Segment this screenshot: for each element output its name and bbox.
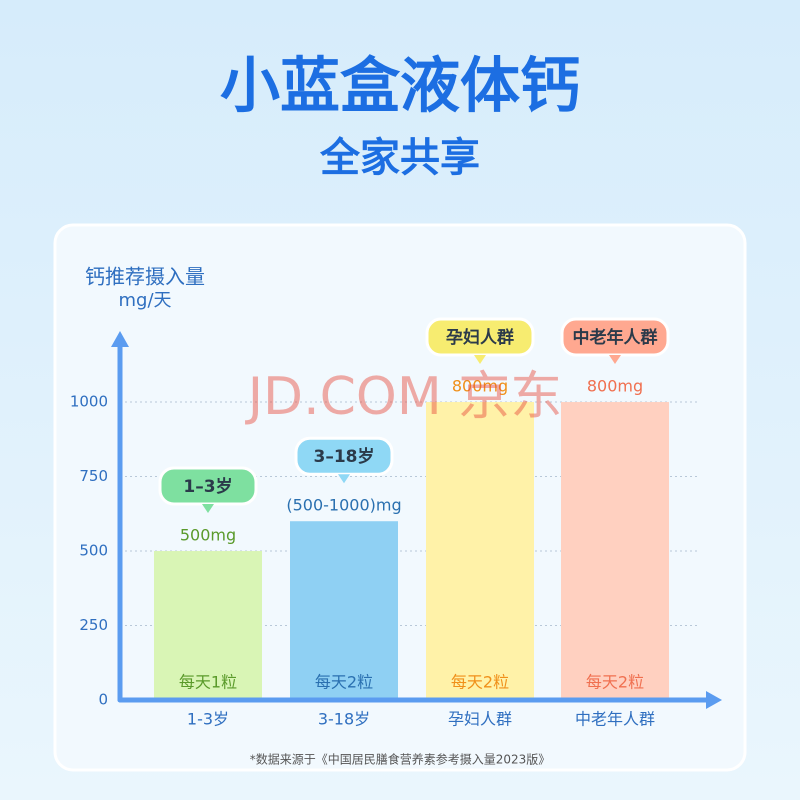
bar-text: 每天1粒 bbox=[179, 673, 237, 692]
badge-label: 3–18岁 bbox=[314, 446, 375, 467]
badge-label: 中老年人群 bbox=[573, 327, 658, 348]
badge-tail bbox=[202, 504, 214, 514]
annotation: 800mg bbox=[587, 377, 643, 396]
badge-label: 孕妇人群 bbox=[446, 327, 514, 348]
badge-tail bbox=[338, 474, 350, 484]
badge-tail bbox=[474, 355, 486, 365]
x-tick-label: 3-18岁 bbox=[318, 710, 370, 729]
x-tick-label: 孕妇人群 bbox=[448, 710, 512, 729]
bar-text: 每天2粒 bbox=[586, 673, 644, 692]
bar-text: 每天2粒 bbox=[315, 673, 373, 692]
bar bbox=[561, 402, 669, 700]
footnote: *数据来源于《中国居民膳食营养素参考摄入量2023版》 bbox=[250, 752, 551, 767]
y-tick-label: 250 bbox=[79, 616, 108, 634]
annotation: (500-1000)mg bbox=[286, 496, 401, 515]
bar bbox=[290, 521, 398, 700]
bar bbox=[154, 551, 262, 700]
bar bbox=[426, 402, 534, 700]
y-axis-arrow bbox=[111, 331, 129, 347]
watermark: JD.COM 京东 bbox=[245, 367, 563, 427]
bar-text: 每天2粒 bbox=[451, 673, 509, 692]
chart-title: 小蓝盒液体钙 bbox=[220, 52, 580, 122]
y-axis-title: 钙推荐摄入量 bbox=[85, 265, 205, 289]
x-tick-label: 中老年人群 bbox=[575, 710, 655, 729]
y-tick-label: 1000 bbox=[70, 393, 108, 411]
y-axis-unit: mg/天 bbox=[118, 290, 171, 311]
y-tick-label: 500 bbox=[79, 542, 108, 560]
annotation: 500mg bbox=[180, 526, 236, 545]
chart-subtitle: 全家共享 bbox=[319, 135, 480, 181]
plot: 0 250 500 750 1000 1-3岁 每天1粒 500mg 1–3岁 3-18岁 每天2粒… bbox=[70, 317, 722, 729]
y-tick-label: 750 bbox=[79, 467, 108, 485]
x-tick-label: 1-3岁 bbox=[187, 710, 229, 729]
x-axis-arrow bbox=[706, 691, 722, 709]
badge-tail bbox=[609, 355, 621, 365]
y-tick-label: 0 bbox=[98, 691, 108, 709]
annotation: 800mg bbox=[452, 377, 508, 396]
badge-label: 1–3岁 bbox=[183, 476, 232, 497]
